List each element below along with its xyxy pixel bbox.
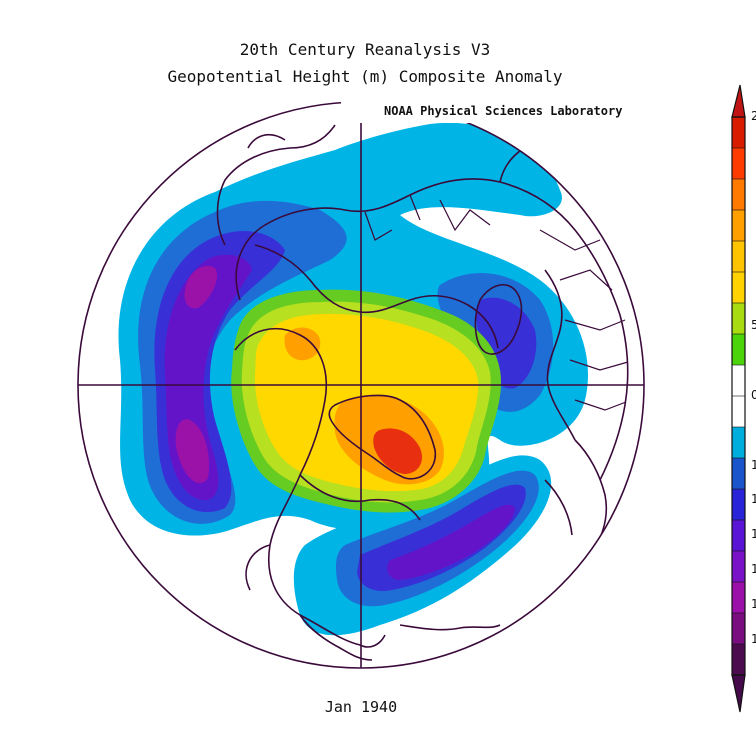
- colorbar-cell: [732, 458, 745, 490]
- colorbar-tick-label: 1: [751, 492, 756, 506]
- colorbar-tick-label: 1: [751, 458, 756, 472]
- coastlines: [216, 124, 629, 661]
- chart-title: 20th Century Reanalysis V3: [239, 40, 491, 59]
- date-label: Jan 1940: [324, 698, 398, 716]
- colorbar-cell: [732, 396, 745, 428]
- anomaly-negative-strongest-aleutian: [184, 266, 218, 309]
- colorbar-arrow-top: [731, 84, 746, 118]
- colorbar-cell: [732, 272, 745, 304]
- anomaly-positive-strong-canada: [373, 428, 423, 474]
- colorbar-cell: [732, 179, 745, 211]
- colorbar-cell: [732, 644, 745, 676]
- colorbar-cell: [732, 489, 745, 521]
- greenland-outline: [328, 394, 436, 480]
- anomaly-positive-orange-siberia: [284, 327, 321, 361]
- anomaly-negative-atlantic-strong: [387, 504, 515, 580]
- colorbar-tick-label: 1: [751, 597, 756, 611]
- colorbar-cell: [732, 241, 745, 273]
- colorbar-arrow-bottom: [731, 674, 746, 713]
- colorbar-cell: [732, 334, 745, 366]
- credit-label: NOAA Physical Sciences Laboratory: [341, 99, 641, 123]
- russia-coast-outline: [254, 244, 499, 349]
- colorbar-cells: [732, 116, 745, 676]
- colorbar-frame: [731, 116, 746, 676]
- north-america-outline: [234, 327, 421, 648]
- colorbar-tick-label: 1: [751, 527, 756, 541]
- colorbar-cell: [732, 613, 745, 645]
- scandinavia-outline: [474, 284, 523, 355]
- colorbar-tick-label: 1: [751, 632, 756, 646]
- colorbar-cell: [732, 148, 745, 180]
- colorbar-tick-label: 0: [751, 388, 756, 402]
- colorbar-cell: [732, 520, 745, 552]
- country-borders: [364, 194, 629, 411]
- east-asia-outline: [216, 124, 336, 246]
- colorbar-tick-label: 2: [751, 109, 756, 123]
- colorbar-tick-label: 1: [751, 562, 756, 576]
- colorbar-cell: [732, 582, 745, 614]
- colorbar-cell: [732, 210, 745, 242]
- central-america-outline: [299, 614, 501, 661]
- colorbar-cell: [732, 427, 745, 459]
- colorbar-cell: [732, 551, 745, 583]
- anomaly-negative-strongest-pacific: [175, 419, 210, 484]
- colorbar-cell: [732, 303, 745, 335]
- chart-subtitle: Geopotential Height (m) Composite Anomal…: [167, 67, 563, 86]
- colorbar-cell: [732, 117, 745, 149]
- colorbar-tick-label: 5: [751, 318, 756, 332]
- colorbar-cell: [732, 365, 745, 397]
